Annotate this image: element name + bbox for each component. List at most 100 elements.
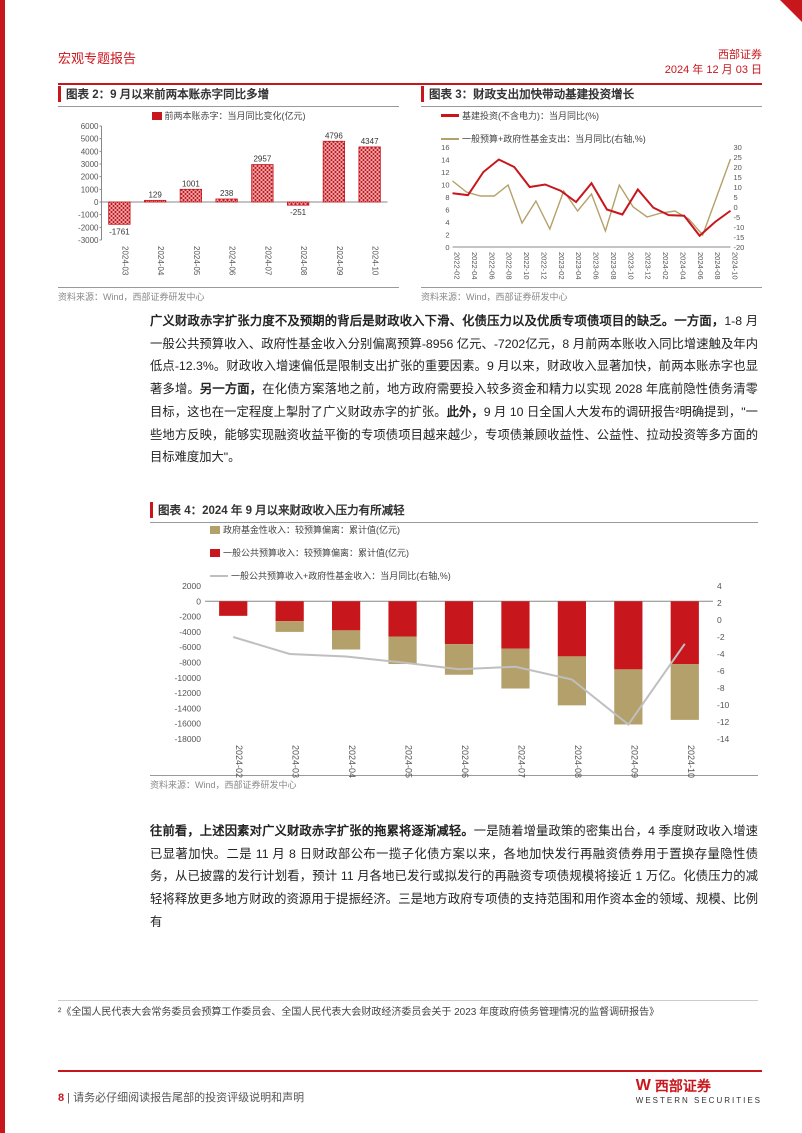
chart2-area: 前两本账赤字：当月同比变化(亿元) -3000-2000-10000100020…	[58, 106, 399, 284]
svg-text:2022-08: 2022-08	[505, 252, 514, 280]
svg-text:2024-06: 2024-06	[228, 246, 237, 276]
svg-text:-16000: -16000	[175, 719, 202, 729]
svg-text:2023-12: 2023-12	[644, 252, 653, 280]
svg-text:2024-03: 2024-03	[120, 246, 129, 276]
svg-text:-10000: -10000	[175, 673, 202, 683]
svg-text:16: 16	[441, 145, 449, 152]
svg-text:2022-10: 2022-10	[522, 252, 531, 280]
svg-text:2024-09: 2024-09	[335, 246, 344, 276]
svg-text:2024-05: 2024-05	[404, 745, 414, 778]
svg-text:0: 0	[94, 198, 99, 207]
chart4-legend-b: 一般公共预算收入：较预算偏离：累计值(亿元)	[223, 546, 409, 559]
svg-text:2024-08: 2024-08	[713, 252, 722, 280]
svg-text:-6: -6	[717, 666, 725, 676]
svg-text:6000: 6000	[81, 122, 99, 131]
svg-text:0: 0	[734, 203, 738, 212]
chart2-legend-swatch	[152, 112, 162, 120]
logo-icon: W	[636, 1077, 651, 1095]
svg-text:2024-02: 2024-02	[234, 745, 244, 778]
header-left: 宏观专题报告	[58, 48, 136, 79]
svg-text:-12: -12	[717, 717, 730, 727]
footer-left: 8 | 请务必仔细阅读报告尾部的投资评级说明和声明	[58, 1089, 304, 1105]
page-footer: 8 | 请务必仔细阅读报告尾部的投资评级说明和声明 W 西部证券 WESTERN…	[58, 1070, 762, 1105]
chart2-source: 资料来源：Wind，西部证券研发中心	[58, 287, 399, 303]
svg-text:2024-06: 2024-06	[460, 745, 470, 778]
svg-text:2024-02: 2024-02	[661, 252, 670, 280]
chart2-title: 图表 2：9 月以来前两本账赤字同比多增	[58, 86, 399, 102]
chart4-leg-a-sw	[210, 526, 220, 534]
svg-text:5000: 5000	[81, 135, 99, 144]
svg-text:2: 2	[445, 231, 449, 240]
svg-text:2022-06: 2022-06	[487, 252, 496, 280]
paragraph-2: 往前看，上述因素对广义财政赤字扩张的拖累将逐渐减轻。一是随着增量政策的密集出台，…	[150, 820, 758, 934]
svg-text:-1761: -1761	[109, 227, 130, 236]
chart2: 图表 2：9 月以来前两本账赤字同比多增 前两本账赤字：当月同比变化(亿元) -…	[58, 86, 399, 303]
footer-disclaimer: | 请务必仔细阅读报告尾部的投资评级说明和声明	[64, 1092, 304, 1104]
svg-text:2022-02: 2022-02	[453, 252, 462, 280]
svg-text:-8000: -8000	[179, 658, 201, 668]
svg-text:-2: -2	[717, 632, 725, 642]
svg-text:2024-04: 2024-04	[347, 745, 357, 778]
paragraph-1: 广义财政赤字扩张力度不及预期的背后是财政收入下滑、化债压力以及优质专项债项目的缺…	[150, 310, 758, 469]
chart3-legend-a: 基建投资(不含电力)：当月同比(%)	[462, 109, 599, 122]
svg-text:2024-10: 2024-10	[731, 252, 740, 280]
svg-text:4: 4	[717, 582, 722, 591]
chart3-svg: 0246810121416-20-15-10-50510152025302022…	[421, 145, 762, 287]
svg-text:4796: 4796	[325, 131, 343, 140]
svg-text:-18000: -18000	[175, 734, 202, 744]
svg-text:1001: 1001	[182, 179, 200, 188]
svg-text:14: 14	[441, 156, 449, 165]
chart3-legend-a-line	[441, 114, 459, 117]
svg-text:-6000: -6000	[179, 642, 201, 652]
svg-text:2024-09: 2024-09	[629, 745, 639, 778]
page-header: 宏观专题报告 西部证券 2024 年 12 月 03 日	[58, 48, 762, 85]
svg-text:20: 20	[734, 163, 742, 172]
svg-text:2957: 2957	[253, 155, 271, 164]
svg-text:-12000: -12000	[175, 688, 202, 698]
svg-text:2024-07: 2024-07	[516, 745, 526, 778]
svg-text:12: 12	[441, 168, 449, 177]
svg-text:0: 0	[196, 596, 201, 606]
svg-text:-2000: -2000	[179, 612, 201, 622]
svg-text:4000: 4000	[81, 147, 99, 156]
svg-text:2024-08: 2024-08	[299, 246, 308, 276]
header-date: 2024 年 12 月 03 日	[665, 63, 762, 78]
svg-text:2023-02: 2023-02	[557, 252, 566, 280]
svg-text:10: 10	[734, 183, 742, 192]
header-brand: 西部证券	[665, 48, 762, 63]
svg-text:2023-04: 2023-04	[574, 252, 583, 280]
svg-text:6: 6	[445, 206, 449, 215]
svg-text:2023-06: 2023-06	[592, 252, 601, 280]
svg-text:-251: -251	[290, 208, 307, 217]
svg-text:2023-10: 2023-10	[626, 252, 635, 280]
svg-text:-15: -15	[734, 233, 745, 242]
chart4-title: 图表 4：2024 年 9 月以来财政收入压力有所减轻	[150, 502, 758, 518]
svg-text:-1000: -1000	[78, 211, 99, 220]
chart4-leg-c-ln	[210, 575, 228, 577]
footnote: ²《全国人民代表大会常务委员会预算工作委员会、全国人民代表大会财政经济委员会关于…	[58, 1000, 758, 1021]
svg-text:25: 25	[734, 153, 742, 162]
chart2-legend: 前两本账赤字：当月同比变化(亿元)	[165, 109, 306, 122]
svg-text:2024-05: 2024-05	[192, 246, 201, 276]
svg-text:-4: -4	[717, 649, 725, 659]
svg-text:8: 8	[445, 193, 449, 202]
svg-text:129: 129	[148, 190, 162, 199]
chart2-svg: -3000-2000-10000100020003000400050006000…	[58, 122, 399, 282]
charts-row: 图表 2：9 月以来前两本账赤字同比多增 前两本账赤字：当月同比变化(亿元) -…	[58, 86, 762, 303]
svg-text:2024-07: 2024-07	[263, 246, 272, 276]
svg-text:-10: -10	[717, 700, 730, 710]
svg-text:2023-08: 2023-08	[609, 252, 618, 280]
svg-text:5: 5	[734, 193, 738, 202]
corner-red	[780, 0, 802, 22]
chart4-area: 政府基金性收入：较预算偏离：累计值(亿元) 一般公共预算收入：较预算偏离：累计值…	[150, 522, 758, 772]
svg-text:0: 0	[445, 243, 449, 252]
svg-text:-3000: -3000	[78, 236, 99, 245]
chart3: 图表 3：财政支出加快带动基建投资增长 基建投资(不含电力)：当月同比(%) 一…	[421, 86, 762, 303]
left-red-bar	[0, 0, 5, 1133]
svg-text:-4000: -4000	[179, 627, 201, 637]
svg-text:30: 30	[734, 145, 742, 152]
svg-text:-10: -10	[734, 223, 745, 232]
svg-text:2024-04: 2024-04	[156, 246, 165, 276]
chart4-legend-a: 政府基金性收入：较预算偏离：累计值(亿元)	[223, 523, 400, 536]
chart4: 图表 4：2024 年 9 月以来财政收入压力有所减轻 政府基金性收入：较预算偏…	[150, 502, 758, 791]
